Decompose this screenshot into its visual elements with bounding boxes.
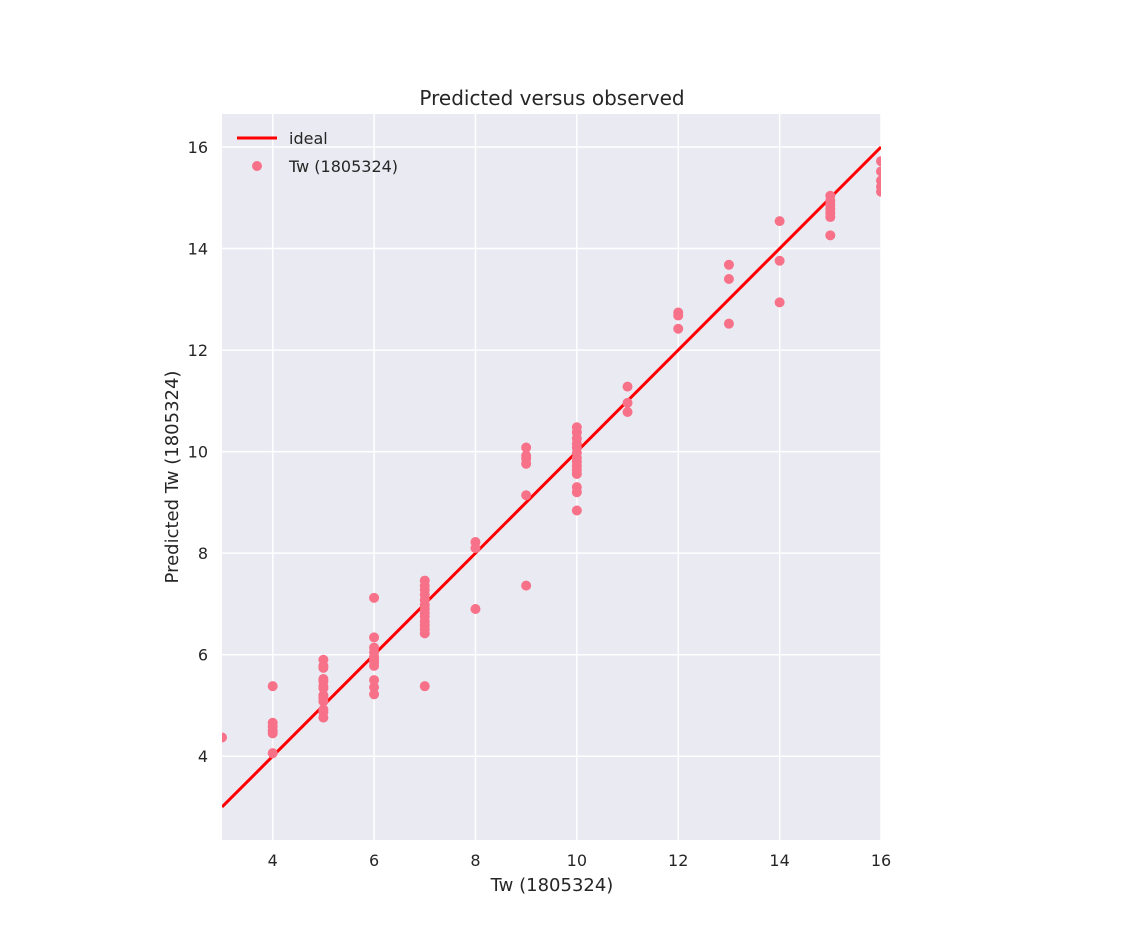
data-point — [369, 632, 380, 643]
y-tick-label: 16 — [188, 138, 208, 157]
data-point — [369, 660, 380, 671]
data-point — [369, 689, 380, 700]
data-point — [521, 580, 532, 591]
ideal-line — [222, 145, 881, 809]
data-point — [318, 662, 329, 673]
data-point — [673, 310, 684, 321]
data-point — [876, 166, 881, 177]
x-tick-label: 10 — [567, 851, 587, 870]
legend-ideal-label: ideal — [289, 129, 328, 148]
x-axis-label: Tw (1805324) — [490, 875, 614, 896]
data-point — [419, 681, 430, 692]
legend-points-swatch — [252, 161, 262, 171]
data-point — [267, 748, 278, 759]
grid-lines — [222, 114, 882, 840]
data-point — [622, 381, 633, 392]
data-point — [774, 216, 785, 227]
legend-points-label: Tw (1805324) — [288, 157, 398, 176]
x-tick-label: 12 — [668, 851, 688, 870]
data-point — [876, 156, 881, 167]
y-tick-label: 14 — [188, 240, 208, 259]
data-point — [723, 274, 734, 284]
data-point — [774, 297, 785, 308]
data-point — [622, 397, 633, 408]
legend: ideal Tw (1805324) — [237, 129, 398, 176]
data-point — [825, 212, 836, 223]
data-point — [571, 487, 582, 498]
y-tick-label: 10 — [188, 443, 208, 462]
data-point — [470, 543, 481, 554]
data-point — [673, 323, 684, 334]
y-tick-label: 8 — [198, 544, 208, 563]
data-point — [521, 490, 532, 501]
data-point — [876, 186, 881, 197]
data-point — [318, 712, 329, 723]
x-tick-label: 14 — [769, 851, 789, 870]
data-point — [267, 728, 278, 739]
data-point — [825, 230, 836, 241]
y-axis-label: Predicted Tw (1805324) — [162, 371, 183, 584]
y-tick-label: 4 — [198, 747, 208, 766]
data-point — [723, 259, 734, 270]
data-point — [571, 505, 582, 516]
data-point — [419, 628, 430, 639]
data-point — [318, 696, 329, 707]
data-point — [267, 681, 278, 692]
data-point — [470, 604, 481, 614]
data-point — [774, 255, 785, 266]
data-point — [723, 318, 734, 329]
y-tick-label: 6 — [198, 646, 208, 665]
data-point — [369, 682, 380, 693]
data-points — [222, 156, 881, 759]
data-point — [521, 458, 532, 469]
x-tick-label: 4 — [268, 851, 278, 870]
data-point — [521, 442, 532, 453]
data-point — [369, 675, 380, 686]
x-tick-label: 8 — [470, 851, 480, 870]
x-tick-labels: 4 6 8 10 12 14 16 — [268, 851, 892, 870]
y-tick-label: 12 — [188, 341, 208, 360]
y-tick-labels: 4 6 8 10 12 14 16 — [188, 138, 208, 766]
data-point — [318, 683, 329, 694]
chart-title: Predicted versus observed — [419, 86, 684, 110]
data-point — [571, 468, 582, 479]
x-tick-label: 16 — [871, 851, 891, 870]
ideal-line-path — [222, 145, 881, 809]
x-tick-label: 6 — [369, 851, 379, 870]
data-point — [222, 732, 227, 743]
data-point — [622, 407, 633, 418]
data-point — [369, 592, 380, 603]
